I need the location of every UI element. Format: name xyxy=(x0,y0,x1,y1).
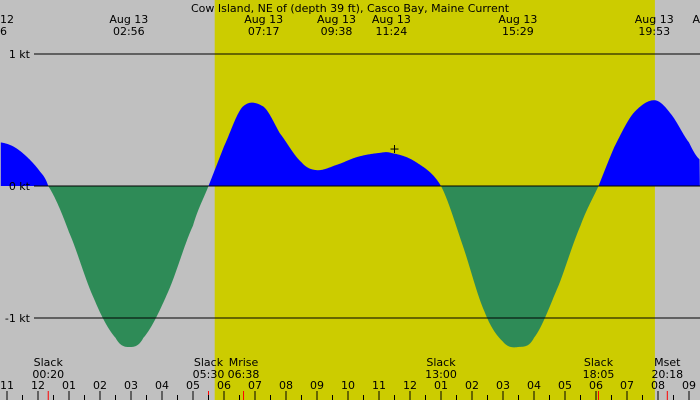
y-tick-label: 1 kt xyxy=(9,48,31,61)
top-date-label: Aug 13 xyxy=(498,13,537,26)
event-name: Slack xyxy=(426,356,456,369)
hour-tick-label: 04 xyxy=(155,379,169,392)
hour-tick-label: 03 xyxy=(124,379,138,392)
event-time: 06:38 xyxy=(228,368,260,381)
top-date-label: Aug 13 xyxy=(317,13,356,26)
ebb-current-area xyxy=(0,186,700,348)
gridlines xyxy=(34,53,700,319)
hour-tick-label: 06 xyxy=(589,379,603,392)
top-date-label: Aug 13 xyxy=(372,13,411,26)
top-time-label: 19:53 xyxy=(638,25,670,38)
top-time-label: 11:24 xyxy=(376,25,408,38)
y-axis-labels: 1 kt 0 kt -1 kt xyxy=(5,48,31,325)
hour-tick-label: 09 xyxy=(310,379,324,392)
hour-tick-label: 05 xyxy=(558,379,572,392)
y-tick-label: 0 kt xyxy=(9,180,31,193)
top-time-label: 09:38 xyxy=(321,25,353,38)
hour-tick-label: 07 xyxy=(248,379,262,392)
event-name: Mrise xyxy=(229,356,259,369)
top-time-label: 02:56 xyxy=(113,25,145,38)
event-name: Slack xyxy=(584,356,614,369)
event-name: Slack xyxy=(194,356,224,369)
event-name: Slack xyxy=(34,356,64,369)
top-date-label: Aug 13 xyxy=(244,13,283,26)
hour-tick-label: 05 xyxy=(186,379,200,392)
hour-tick-label: 01 xyxy=(62,379,76,392)
top-time-label: 15:29 xyxy=(502,25,534,38)
y-tick-label: -1 kt xyxy=(5,312,31,325)
hour-tick-label: 02 xyxy=(465,379,479,392)
hour-tick-label: 08 xyxy=(279,379,293,392)
hour-tick-label: 03 xyxy=(496,379,510,392)
chart-title: Cow Island, NE of (depth 39 ft), Casco B… xyxy=(191,2,510,15)
top-date-label: A xyxy=(692,13,700,26)
hour-tick-label: 02 xyxy=(93,379,107,392)
crosshair-marker xyxy=(390,145,399,154)
flood-current-area xyxy=(0,100,700,186)
top-date-label: Aug 13 xyxy=(635,13,674,26)
hour-tick-label: 11 xyxy=(0,379,14,392)
hour-tick-label: 04 xyxy=(527,379,541,392)
event-time: 20:18 xyxy=(651,368,683,381)
event-time: 13:00 xyxy=(425,368,457,381)
top-date-label: Aug 13 xyxy=(109,13,148,26)
hour-tick-label: 07 xyxy=(620,379,634,392)
hour-tick-label: 12 xyxy=(31,379,45,392)
hour-tick-label: 10 xyxy=(341,379,355,392)
hour-tick-label: 08 xyxy=(651,379,665,392)
top-time-label: 6 xyxy=(0,25,7,38)
hour-tick-label: 01 xyxy=(434,379,448,392)
top-time-label: 07:17 xyxy=(248,25,280,38)
hour-tick-label: 09 xyxy=(682,379,696,392)
x-axis-ticks: 11 12 01 02 03 04 05 06 07 08 09 10 11 12 01 02 03 04 05 06… xyxy=(0,379,696,400)
event-time: 18:05 xyxy=(583,368,615,381)
hour-tick-label: 12 xyxy=(403,379,417,392)
event-name: Mset xyxy=(654,356,681,369)
hour-tick-label: 11 xyxy=(372,379,386,392)
event-time: 05:30 xyxy=(193,368,225,381)
event-labels: Slack00:20Slack05:30Mrise06:38Slack13:00… xyxy=(32,356,683,400)
hour-tick-label: 06 xyxy=(217,379,231,392)
event-time: 00:20 xyxy=(32,368,64,381)
top-date-label: 12 xyxy=(0,13,14,26)
